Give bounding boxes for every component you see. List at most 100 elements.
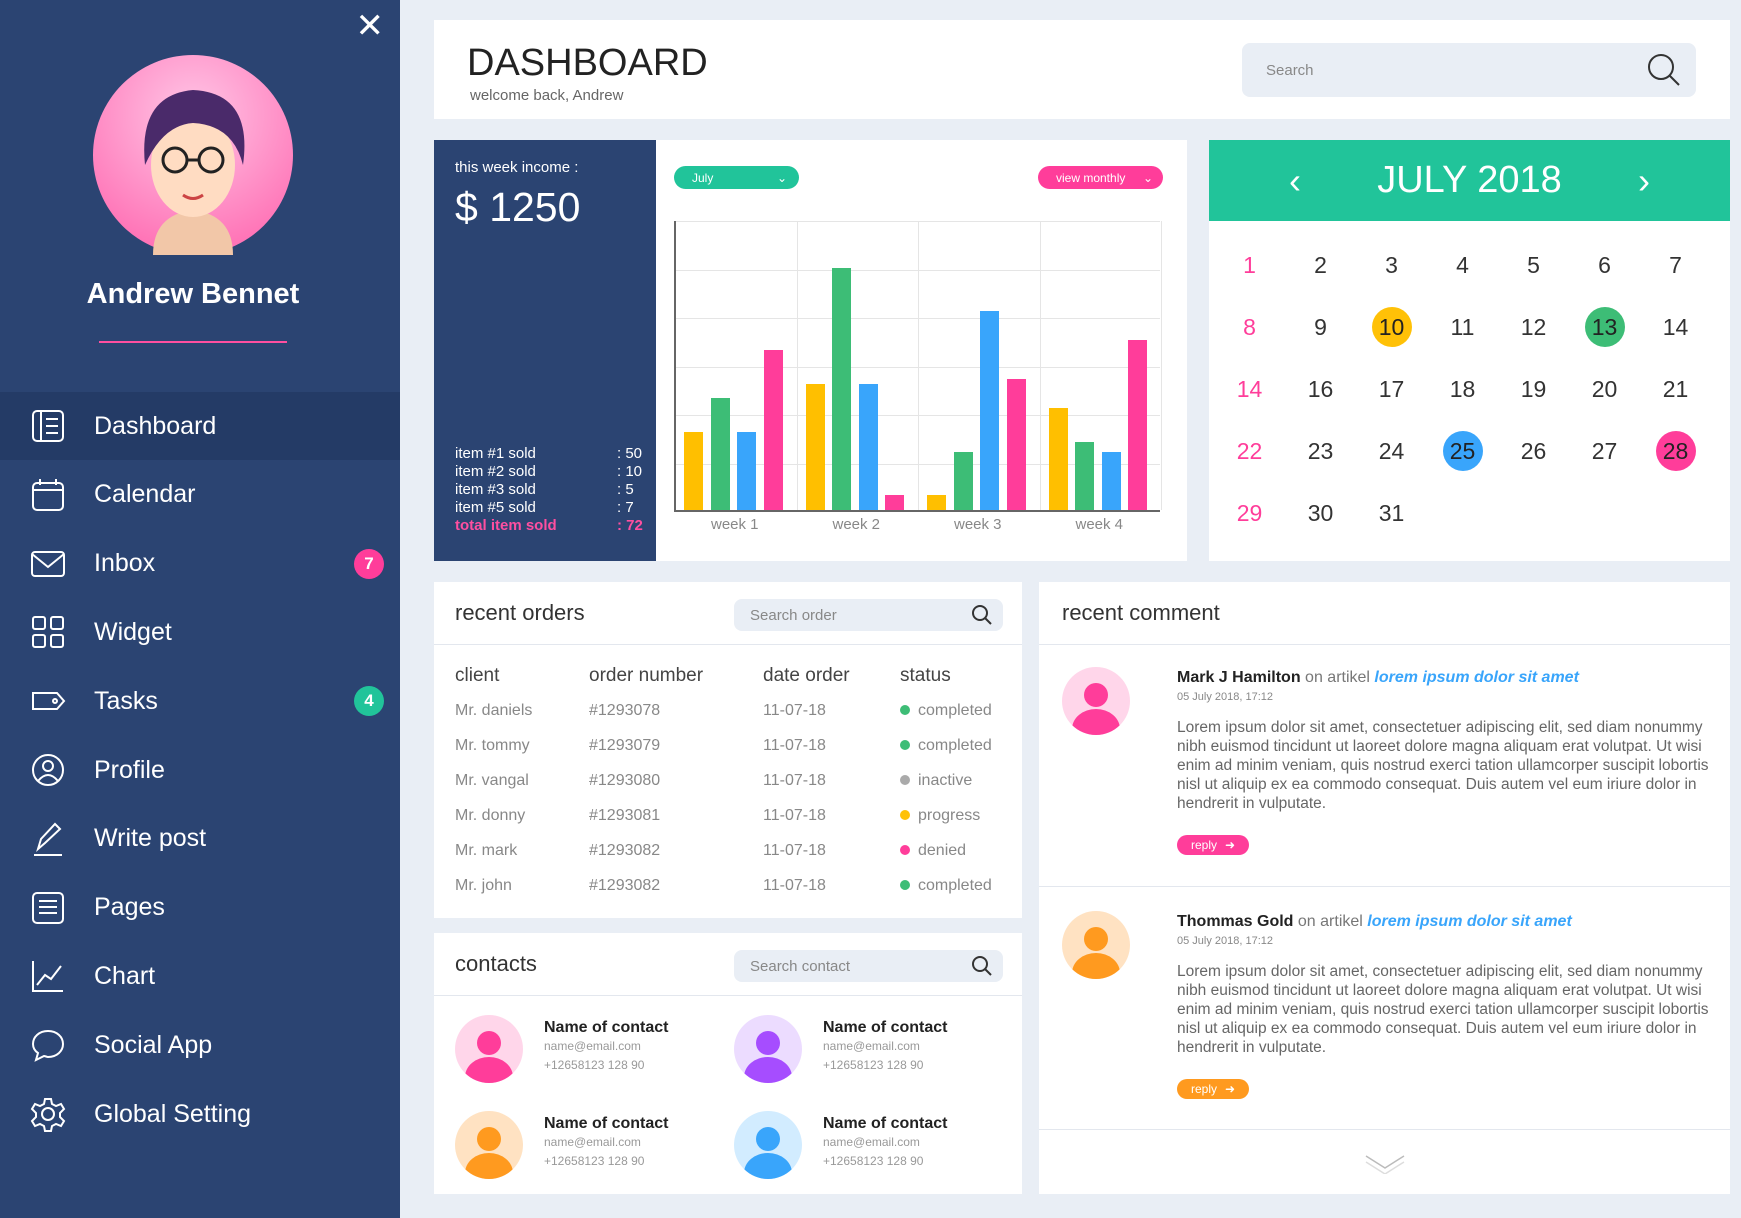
calendar-day[interactable]: 28 — [1640, 420, 1711, 482]
sidebar-item-profile[interactable]: Profile — [0, 736, 400, 804]
calendar-day[interactable]: 9 — [1285, 296, 1356, 358]
calendar-day[interactable]: 22 — [1214, 420, 1285, 482]
day-number: 10 — [1371, 307, 1412, 347]
bar-series-2-week-2[interactable] — [832, 267, 851, 510]
search-icon[interactable] — [971, 955, 993, 977]
article-link[interactable]: lorem ipsum dolor sit amet — [1374, 669, 1579, 686]
bar-series-2-week-3[interactable] — [953, 451, 973, 510]
article-link[interactable]: lorem ipsum dolor sit amet — [1367, 913, 1572, 930]
calendar-day[interactable]: 10 — [1356, 296, 1427, 358]
calendar-day[interactable]: 17 — [1356, 358, 1427, 420]
search-icon[interactable] — [971, 604, 993, 626]
sidebar-item-social-app[interactable]: Social App — [0, 1011, 400, 1079]
search-icon[interactable] — [1646, 52, 1682, 88]
bar-series-4-week-1[interactable] — [763, 349, 783, 510]
bar-series-3-week-4[interactable] — [1101, 451, 1121, 510]
reply-button[interactable]: reply ➜ — [1177, 835, 1250, 855]
calendar-day[interactable]: 5 — [1498, 234, 1569, 296]
calendar-day[interactable]: 30 — [1285, 482, 1356, 544]
view-dropdown[interactable]: view monthly ⌄ — [1038, 166, 1163, 189]
bar-series-1-week-3[interactable] — [927, 495, 946, 510]
sidebar-item-inbox[interactable]: Inbox 7 — [0, 530, 400, 598]
chevron-down-icon: ⌄ — [1142, 170, 1153, 185]
calendar-day[interactable]: 14 — [1214, 358, 1285, 420]
day-number — [1514, 490, 1554, 530]
calendar-day[interactable]: 6 — [1569, 234, 1640, 296]
reply-label: reply — [1191, 838, 1218, 852]
calendar-day[interactable]: 23 — [1285, 420, 1356, 482]
tag-icon — [32, 692, 66, 711]
total-value: : 72 — [617, 517, 643, 534]
contact-card[interactable]: Name of contact name@email.com +12658123 1… — [455, 1015, 715, 1085]
calendar-day[interactable]: 7 — [1640, 234, 1711, 296]
calendar-day[interactable]: 27 — [1569, 420, 1640, 482]
close-icon[interactable]: ✕ — [355, 7, 385, 45]
month-dropdown[interactable]: July ⌄ — [674, 166, 799, 189]
contact-name: Name of contact — [544, 1115, 669, 1132]
bar-series-1-week-1[interactable] — [684, 432, 703, 510]
calendar-day[interactable]: 8 — [1214, 296, 1285, 358]
contact-card[interactable]: Name of contact name@email.com +12658123 1… — [734, 1111, 994, 1181]
chevron-down-icon[interactable] — [1364, 1150, 1406, 1174]
bar-series-2-week-1[interactable] — [710, 398, 730, 510]
bar-series-3-week-1[interactable] — [737, 432, 756, 510]
table-row[interactable]: Mr. tommy #1293079 11-07-18 completed — [455, 728, 1010, 763]
table-row[interactable]: Mr. daniels #1293078 11-07-18 completed — [455, 693, 1010, 728]
calendar-day[interactable]: 4 — [1427, 234, 1498, 296]
bar-series-4-week-3[interactable] — [1006, 379, 1026, 510]
table-row[interactable]: Mr. mark #1293082 11-07-18 denied — [455, 833, 1010, 868]
search-input[interactable]: Search — [1242, 43, 1696, 97]
prev-month-button[interactable]: ‹ — [1289, 159, 1301, 201]
divider — [99, 341, 287, 343]
table-row[interactable]: Mr. donny #1293081 11-07-18 progress — [455, 798, 1010, 833]
bar-series-3-week-2[interactable] — [858, 383, 878, 510]
bar-series-3-week-3[interactable] — [980, 311, 999, 510]
sidebar-item-write-post[interactable]: Write post — [0, 805, 400, 873]
calendar-day[interactable]: 11 — [1427, 296, 1498, 358]
contacts-title: contacts — [455, 951, 537, 976]
calendar-day[interactable]: 29 — [1214, 482, 1285, 544]
calendar-day[interactable]: 20 — [1569, 358, 1640, 420]
calendar-day[interactable]: 12 — [1498, 296, 1569, 358]
calendar-day[interactable]: 2 — [1285, 234, 1356, 296]
sidebar-item-widget[interactable]: Widget — [0, 598, 400, 666]
contact-search-placeholder: Search contact — [750, 957, 851, 975]
cell-text: Mr. mark — [455, 841, 518, 859]
bar-series-1-week-4[interactable] — [1048, 408, 1068, 510]
chat-icon — [31, 1030, 65, 1063]
contact-phone: +12658123 128 90 — [544, 1154, 645, 1168]
bar-series-4-week-2[interactable] — [885, 495, 904, 510]
calendar-day[interactable]: 25 — [1427, 420, 1498, 482]
sidebar-item-global-setting[interactable]: Global Setting — [0, 1080, 400, 1148]
order-search-input[interactable]: Search order — [734, 599, 1003, 631]
day-number: 3 — [1385, 252, 1398, 278]
reply-button[interactable]: reply ➜ — [1177, 1079, 1250, 1099]
contact-card[interactable]: Name of contact name@email.com +12658123 1… — [455, 1111, 715, 1181]
sidebar-item-calendar[interactable]: Calendar — [0, 461, 400, 529]
contact-card[interactable]: Name of contact name@email.com +12658123 1… — [734, 1015, 994, 1085]
calendar-day[interactable]: 13 — [1569, 296, 1640, 358]
calendar-day[interactable]: 14 — [1640, 296, 1711, 358]
bar-series-2-week-4[interactable] — [1075, 442, 1094, 510]
calendar-day[interactable]: 24 — [1356, 420, 1427, 482]
sidebar-item-pages[interactable]: Pages — [0, 874, 400, 942]
calendar-day[interactable]: 21 — [1640, 358, 1711, 420]
calendar-day[interactable]: 16 — [1285, 358, 1356, 420]
day-number: 27 — [1591, 438, 1618, 464]
contact-search-input[interactable]: Search contact — [734, 950, 1003, 982]
next-month-button[interactable]: › — [1637, 159, 1650, 201]
calendar-day[interactable]: 19 — [1498, 358, 1569, 420]
calendar-day[interactable]: 18 — [1427, 358, 1498, 420]
calendar-day[interactable]: 1 — [1214, 234, 1285, 296]
sidebar-item-dashboard[interactable]: Dashboard — [0, 392, 400, 460]
calendar-day[interactable]: 31 — [1356, 482, 1427, 544]
mail-icon — [31, 550, 65, 577]
sidebar-item-tasks[interactable]: Tasks 4 — [0, 667, 400, 735]
bar-series-1-week-2[interactable] — [805, 383, 825, 510]
calendar-day[interactable]: 26 — [1498, 420, 1569, 482]
calendar-day[interactable]: 3 — [1356, 234, 1427, 296]
sidebar-item-chart[interactable]: Chart — [0, 942, 400, 1010]
table-row[interactable]: Mr. john #1293082 11-07-18 completed — [455, 868, 1010, 903]
bar-series-4-week-4[interactable] — [1128, 340, 1147, 510]
table-row[interactable]: Mr. vangal #1293080 11-07-18 inactive — [455, 763, 1010, 798]
